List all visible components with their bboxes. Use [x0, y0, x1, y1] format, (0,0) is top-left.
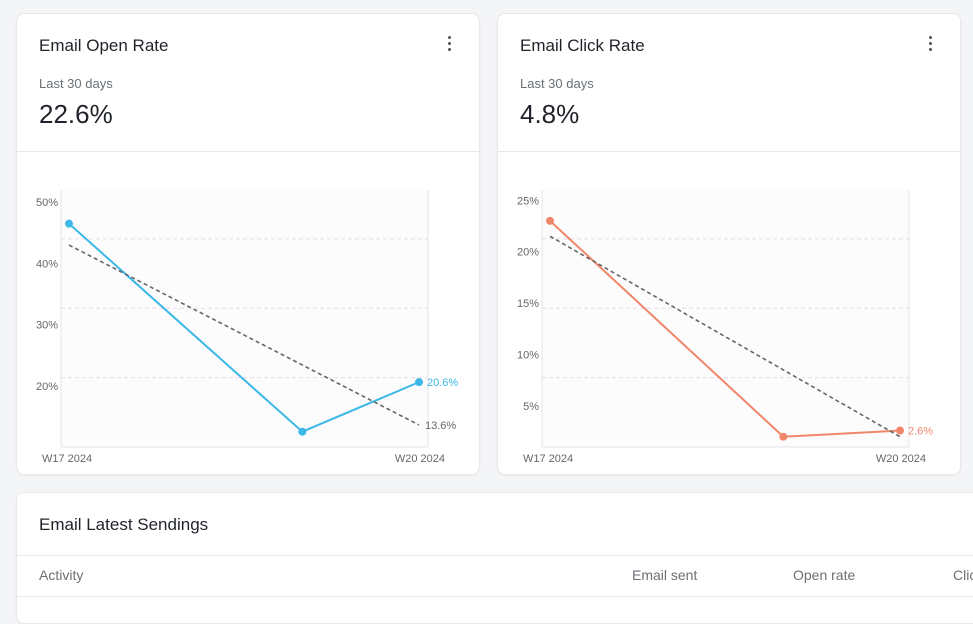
- period-label: Last 30 days: [39, 76, 113, 91]
- divider: [17, 596, 973, 597]
- data-point: [896, 426, 904, 435]
- more-vertical-icon[interactable]: [445, 36, 453, 54]
- email-latest-sendings-card: Email Latest Sendings Activity Email sen…: [16, 492, 973, 624]
- data-point: [415, 378, 423, 387]
- plot-area: [542, 190, 909, 447]
- y-tick-label: 20%: [36, 381, 58, 393]
- email-open-rate-card: Email Open Rate Last 30 days 22.6% 20% 30…: [16, 13, 480, 475]
- metric-value: 22.6%: [39, 99, 113, 129]
- divider: [17, 555, 973, 556]
- series-end-label: 2.6%: [908, 426, 933, 438]
- y-tick-label: 25%: [517, 195, 539, 207]
- open-rate-chart: 20% 30% 40% 50% W17 2024 W20 2024 20.6% 13.6%: [17, 152, 479, 474]
- y-tick-label: 20%: [517, 247, 539, 259]
- data-point: [779, 432, 788, 441]
- metric-value: 4.8%: [520, 99, 580, 129]
- y-tick-label: 50%: [36, 197, 58, 209]
- data-point: [546, 216, 554, 225]
- data-point: [298, 427, 307, 436]
- card-title: Email Latest Sendings: [39, 515, 209, 534]
- click-rate-chart-svg: 5% 10% 15% 20% 25% W17 2024 W20 2024 2.6%: [517, 190, 933, 465]
- click-rate-chart: 5% 10% 15% 20% 25% W17 2024 W20 2024 2.6%: [498, 152, 960, 474]
- y-tick-label: 5%: [523, 401, 539, 413]
- x-tick-label: W17 2024: [42, 453, 92, 465]
- card-header: Email Click Rate Last 30 days 4.8%: [498, 14, 960, 152]
- more-vertical-icon[interactable]: [926, 36, 934, 54]
- column-header-click-rate[interactable]: Clic: [953, 567, 973, 583]
- series-end-label: 20.6%: [427, 377, 458, 389]
- trend-end-label: 13.6%: [425, 420, 456, 432]
- card-title: Email Open Rate: [39, 36, 169, 55]
- y-tick-label: 30%: [36, 320, 58, 332]
- trend-line: [68, 244, 420, 426]
- x-tick-label: W17 2024: [523, 453, 573, 465]
- data-point: [65, 219, 73, 228]
- x-tick-label: W20 2024: [876, 453, 926, 465]
- x-tick-label: W20 2024: [395, 453, 445, 465]
- column-header-activity[interactable]: Activity: [39, 567, 84, 583]
- y-tick-label: 10%: [517, 349, 539, 361]
- card-header: Email Open Rate Last 30 days 22.6%: [17, 14, 479, 152]
- open-rate-chart-svg: 20% 30% 40% 50% W17 2024 W20 2024 20.6% 13.6%: [36, 190, 458, 465]
- trend-line: [549, 235, 901, 438]
- card-title: Email Click Rate: [520, 36, 645, 55]
- plot-area: [61, 190, 428, 447]
- y-tick-label: 40%: [36, 258, 58, 270]
- y-tick-label: 15%: [517, 298, 539, 310]
- period-label: Last 30 days: [520, 76, 594, 91]
- column-header-open-rate[interactable]: Open rate: [793, 567, 856, 583]
- column-header-email-sent[interactable]: Email sent: [632, 567, 698, 583]
- email-click-rate-card: Email Click Rate Last 30 days 4.8% 5% 10%…: [497, 13, 961, 475]
